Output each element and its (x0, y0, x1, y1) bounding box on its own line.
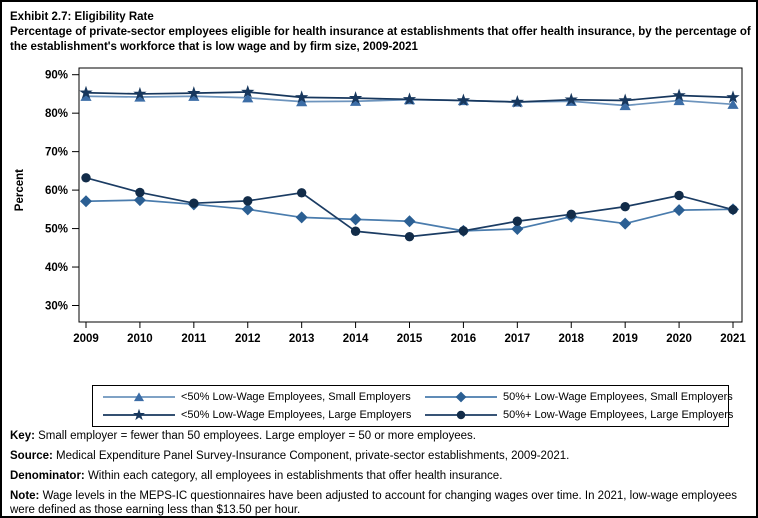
svg-text:30%: 30% (45, 301, 68, 313)
svg-text:2015: 2015 (397, 333, 423, 345)
legend-marker-triangle-icon (103, 392, 175, 402)
svg-text:80%: 80% (45, 108, 68, 120)
title-block: Exhibit 2.7: Eligibility Rate Percentage… (10, 10, 752, 55)
svg-text:2020: 2020 (666, 333, 692, 345)
svg-text:2019: 2019 (612, 333, 638, 345)
legend-marker-diamond-icon (425, 391, 497, 403)
svg-text:Percent: Percent (14, 169, 26, 211)
svg-text:40%: 40% (45, 262, 68, 274)
svg-text:2017: 2017 (505, 333, 531, 345)
svg-text:2021: 2021 (720, 333, 746, 345)
legend-item: 50%+ Low-Wage Employees, Large Employers (423, 406, 733, 424)
footnote-source-text: Medical Expenditure Panel Survey-Insuran… (52, 450, 570, 462)
footnote-note-text: Wage levels in the MEPS-IC questionnaire… (10, 490, 738, 516)
svg-text:2016: 2016 (451, 333, 477, 345)
footnote-denominator-label: Denominator: (10, 470, 85, 482)
legend-item-label: 50%+ Low-Wage Employees, Small Employers (503, 391, 733, 403)
legend-box: <50% Low-Wage Employees, Small Employers… (92, 385, 733, 427)
legend-item: <50% Low-Wage Employees, Small Employers (101, 388, 423, 406)
legend-item: <50% Low-Wage Employees, Large Employers (101, 406, 423, 424)
svg-text:2011: 2011 (181, 333, 207, 345)
legend-marker-circle-icon (425, 410, 497, 420)
exhibit-title: Exhibit 2.7: Eligibility Rate (10, 11, 154, 23)
svg-text:60%: 60% (45, 185, 68, 197)
legend-item-label: <50% Low-Wage Employees, Small Employers (181, 391, 411, 403)
legend-item-label: <50% Low-Wage Employees, Large Employers (181, 409, 412, 421)
line-chart: 30% 40% 50% 60% 70% 80% 90% 2009 2010 2011 2012 201… (14, 67, 746, 345)
legend-marker-star-icon (103, 408, 175, 421)
svg-text:2009: 2009 (73, 333, 99, 345)
svg-text:2018: 2018 (558, 333, 584, 345)
footnote-note-label: Note: (10, 490, 40, 502)
legend-item: 50%+ Low-Wage Employees, Small Employers (423, 388, 733, 406)
exhibit-subtitle: Percentage of private-sector employees e… (10, 26, 751, 53)
footnote-key: Key: Small employer = fewer than 50 empl… (10, 429, 752, 443)
svg-text:90%: 90% (45, 70, 68, 82)
legend-item-label: 50%+ Low-Wage Employees, Large Employers (503, 409, 734, 421)
footnotes: Key: Small employer = fewer than 50 empl… (10, 429, 752, 516)
footnote-source-label: Source: (10, 450, 53, 462)
footnote-denominator-text: Within each category, all employees in e… (84, 470, 503, 482)
svg-text:2014: 2014 (343, 333, 369, 345)
footnote-key-text: Small employer = fewer than 50 employees… (34, 430, 476, 442)
svg-text:50%: 50% (45, 224, 68, 236)
svg-text:70%: 70% (45, 147, 68, 159)
svg-text:2012: 2012 (235, 333, 261, 345)
footnote-note: Note: Wage levels in the MEPS-IC questio… (10, 489, 752, 516)
svg-text:2010: 2010 (127, 333, 153, 345)
footnote-key-label: Key: (10, 430, 35, 442)
svg-text:2013: 2013 (289, 333, 315, 345)
footnote-denominator: Denominator: Within each category, all e… (10, 469, 752, 483)
footnote-source: Source: Medical Expenditure Panel Survey… (10, 449, 752, 463)
